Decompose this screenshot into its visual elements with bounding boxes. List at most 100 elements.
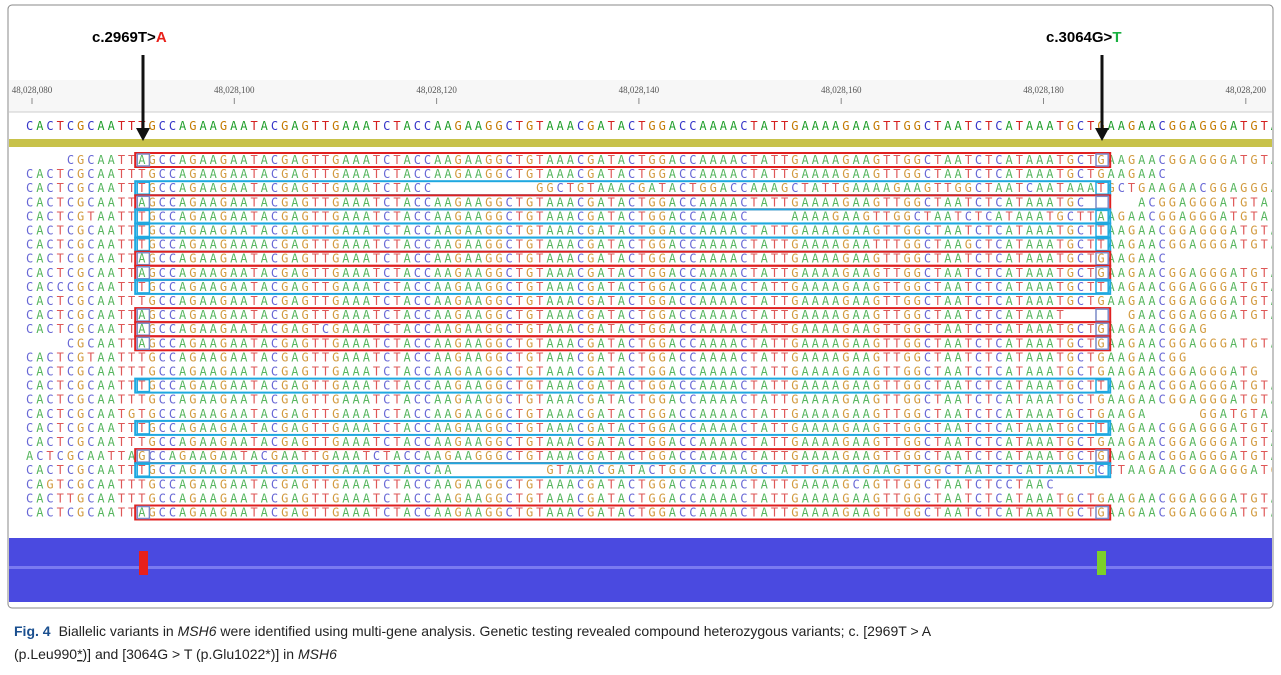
base-run: G: [587, 195, 597, 209]
base-run: C: [67, 350, 77, 364]
base-run: A: [291, 336, 301, 350]
base-run: C: [975, 392, 985, 406]
base-run: T: [608, 350, 618, 364]
base-run: TT: [771, 350, 791, 364]
base-run: G: [1128, 336, 1138, 350]
base-run: GG: [699, 181, 719, 195]
base-run: AA: [852, 435, 872, 449]
base-run: G: [455, 265, 465, 279]
base-run: G: [301, 350, 311, 364]
base-run: G: [873, 308, 883, 322]
base-run: AAAA: [801, 336, 842, 350]
base-run: G: [220, 153, 230, 167]
base-run: T: [373, 364, 383, 378]
base-run: G: [301, 265, 311, 279]
base-run: AA: [873, 463, 893, 477]
base-run: AA: [199, 181, 219, 195]
base-run: AA: [97, 265, 117, 279]
base-run: A: [597, 378, 607, 392]
base-run: G: [455, 491, 465, 505]
base-run: C: [383, 195, 393, 209]
base-run: C: [383, 322, 393, 336]
base-run: A: [618, 435, 628, 449]
base-run: C: [271, 378, 281, 392]
base-run: CC: [679, 392, 699, 406]
base-run: A: [669, 119, 679, 133]
base-run: C: [1148, 195, 1158, 209]
base-run: C: [740, 265, 750, 279]
base-run: A: [669, 336, 679, 350]
base-run: TT: [883, 167, 903, 181]
base-run: GGG: [1199, 265, 1230, 279]
base-run: CC: [414, 279, 434, 293]
base-run: G: [281, 420, 291, 434]
base-run: AA: [944, 505, 964, 519]
base-run: TT: [883, 294, 903, 308]
base-run: T: [1016, 505, 1026, 519]
base-run: C: [46, 420, 56, 434]
base-run: AA: [199, 350, 219, 364]
base-run: G: [148, 119, 158, 133]
base-run: T: [393, 181, 403, 195]
caption-text: )] and [3064G > T (p.Glu1022*)] in: [83, 646, 298, 662]
base-run: A: [669, 195, 679, 209]
base-run: C: [67, 294, 77, 308]
base-run: AAA: [1026, 491, 1057, 505]
base-run: AA: [1138, 392, 1158, 406]
base-run: G: [587, 209, 597, 223]
base-run: CC: [679, 167, 699, 181]
base-run: A: [36, 119, 46, 133]
base-run: A: [261, 308, 271, 322]
base-run: C: [740, 449, 750, 463]
base-run: G: [1128, 251, 1138, 265]
base-run: CC: [730, 181, 750, 195]
base-run: CC: [679, 322, 699, 336]
base-run: AA: [465, 265, 485, 279]
base-run: G: [189, 322, 199, 336]
base-run: AAA: [1026, 364, 1057, 378]
base-run: G: [842, 237, 852, 251]
base-run: A: [761, 279, 771, 293]
base-run: AA: [434, 392, 454, 406]
base-run: G: [301, 237, 311, 251]
base-run: AAA: [342, 350, 373, 364]
base-run: AA: [852, 350, 872, 364]
base-run: A: [179, 322, 189, 336]
base-run: T: [608, 435, 618, 449]
base-run: G: [332, 336, 342, 350]
base-run: G: [873, 265, 883, 279]
base-run: A: [179, 279, 189, 293]
base-run: C: [1077, 420, 1087, 434]
base-run: G: [587, 251, 597, 265]
base-run: CC: [679, 251, 699, 265]
base-run: T: [57, 364, 67, 378]
base-run: G: [526, 350, 536, 364]
base-run: AAA: [342, 435, 373, 449]
base-run: C: [1077, 322, 1087, 336]
base-run: AAAA: [699, 279, 740, 293]
base-run: TTT: [118, 294, 149, 308]
base-run: AAAA: [801, 491, 842, 505]
base-run: A: [720, 181, 730, 195]
base-run: C: [628, 435, 638, 449]
base-run: AA: [465, 322, 485, 336]
base-run: AAAA: [699, 265, 740, 279]
base-run: C: [628, 392, 638, 406]
base-run: T: [536, 153, 546, 167]
base-run: CC: [679, 420, 699, 434]
base-run: GG: [485, 237, 505, 251]
base-run: AA: [199, 237, 219, 251]
base-run: A: [261, 322, 271, 336]
base-run: G: [526, 392, 536, 406]
sequence-row: CACTCGCAATTAGCCAGAAGAATACGAGTTGAAATCTACC…: [26, 308, 1281, 322]
base-run: T: [608, 505, 618, 519]
base-run: AA: [97, 209, 117, 223]
base-run: A: [291, 279, 301, 293]
base-run: CC: [414, 505, 434, 519]
base-run: T: [750, 322, 760, 336]
base-run: A: [597, 477, 607, 491]
base-run: G: [1067, 378, 1077, 392]
base-run: G: [220, 167, 230, 181]
base-run: A: [261, 505, 271, 519]
base-run: AA: [995, 181, 1015, 195]
